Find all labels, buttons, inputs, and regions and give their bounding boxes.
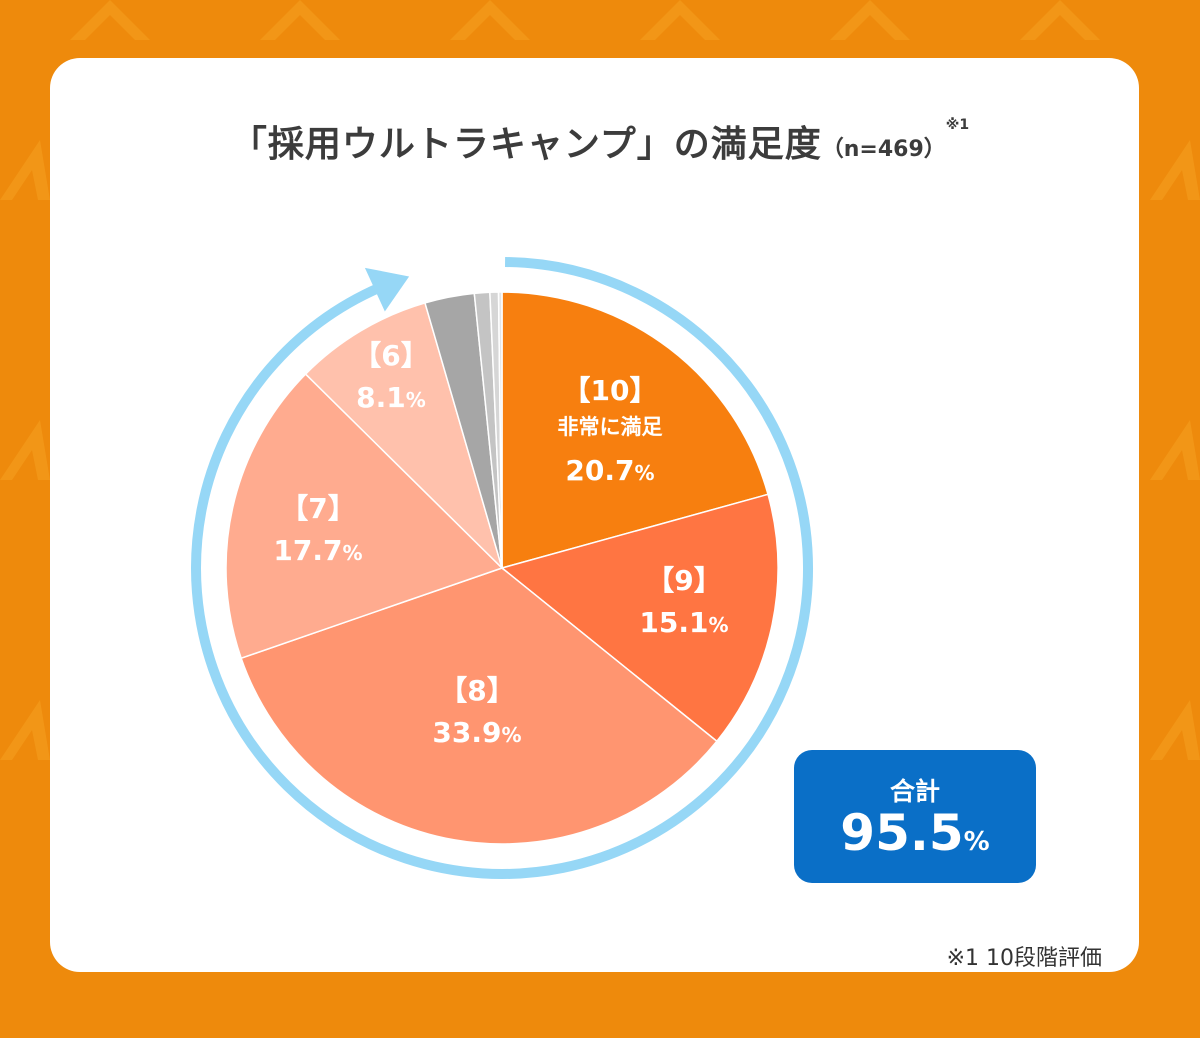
total-badge: 合計 95.5%	[794, 750, 1036, 883]
footnote: ※1 10段階評価	[946, 946, 1102, 971]
title-main: 「採用ウルトラキャンプ」の満足度	[230, 124, 822, 165]
slice-rating: 【9】	[646, 564, 721, 597]
title-note-mark: ※1	[945, 117, 970, 133]
total-value: 95.5%	[794, 804, 1036, 862]
pie-slice-1	[501, 291, 769, 569]
slice-rating: 【7】	[280, 492, 355, 525]
total-unit: %	[963, 827, 990, 857]
percent-sign: %	[635, 461, 655, 485]
slice-sublabel: 非常に満足	[558, 415, 663, 439]
sample-size: （n=469）	[821, 137, 946, 162]
slice-rating: 【8】	[439, 674, 514, 707]
pie-slice-9	[497, 291, 503, 569]
percent-sign: %	[502, 723, 522, 747]
percent-sign: %	[709, 613, 729, 637]
percent-sign: %	[406, 388, 426, 412]
pie-slice-2	[500, 493, 779, 743]
arrow-head	[364, 267, 410, 312]
total-number: 95.5	[840, 804, 964, 862]
chart-title: 「採用ウルトラキャンプ」の満足度（n=469） ※1	[0, 115, 1200, 167]
slice-rating: 【6】	[353, 339, 428, 372]
pie-slice-5	[304, 302, 504, 571]
percent-sign: %	[343, 541, 363, 565]
slice-label-4: 【7】 17.7%	[273, 492, 362, 567]
pie-slice-3	[240, 567, 718, 845]
pie-slice-4	[225, 373, 504, 660]
slice-value: 17.7%	[273, 534, 362, 567]
total-label: 合計	[889, 777, 940, 806]
slice-rating: 【10】	[563, 374, 658, 407]
satisfaction-arrow-ring	[191, 257, 813, 879]
